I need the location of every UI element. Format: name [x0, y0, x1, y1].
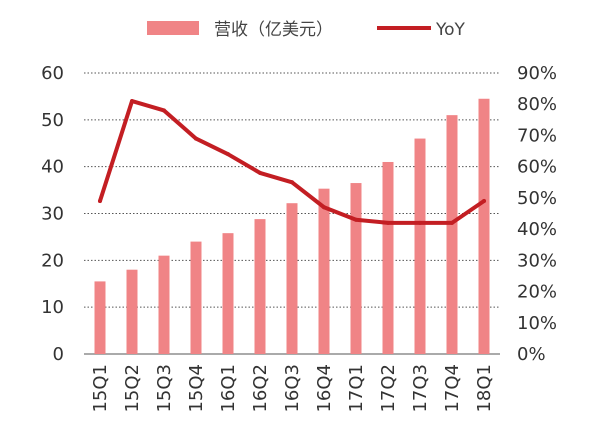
x-axis-ticks: 15Q1 15Q2 15Q3 15Q4 16Q1 16Q2 16Q3 16Q4 17Q1 17Q2… — [90, 364, 495, 413]
left-tick-10: 10 — [41, 297, 64, 318]
right-tick-10%: 10% — [517, 313, 557, 334]
bar-15Q1 — [94, 281, 106, 354]
yoy-point-15Q3 — [162, 108, 166, 113]
yoy-line-series — [98, 99, 486, 225]
yoy-point-16Q4 — [322, 205, 326, 210]
x-tick-16Q4: 16Q4 — [314, 364, 335, 413]
revenue-bars — [94, 98, 490, 355]
yoy-point-17Q3 — [418, 220, 422, 225]
legend-bar-label: 营收（亿美元） — [214, 20, 333, 40]
yoy-point-17Q2 — [386, 220, 390, 225]
x-tick-15Q4: 15Q4 — [186, 364, 207, 413]
bar-17Q2 — [382, 161, 394, 354]
x-tick-15Q3: 15Q3 — [154, 364, 175, 413]
legend-bar-swatch — [147, 21, 199, 35]
right-tick-60%: 60% — [517, 157, 557, 178]
yoy-point-16Q2 — [258, 170, 262, 175]
x-tick-17Q1: 17Q1 — [346, 364, 367, 413]
bar-16Q1 — [222, 233, 234, 354]
right-tick-20%: 20% — [517, 282, 557, 303]
bar-17Q4 — [446, 115, 458, 355]
left-tick-50: 50 — [41, 110, 64, 131]
yoy-point-15Q4 — [194, 136, 198, 141]
left-axis-ticks: 0 10 20 30 40 50 60 — [41, 63, 64, 365]
yoy-point-17Q1 — [354, 217, 358, 222]
yoy-point-18Q1 — [482, 199, 486, 204]
right-tick-80%: 80% — [517, 94, 557, 115]
bar-16Q2 — [254, 219, 266, 354]
right-tick-0%: 0% — [517, 344, 546, 365]
yoy-point-15Q1 — [98, 199, 102, 204]
left-tick-60: 60 — [41, 63, 64, 84]
bar-15Q3 — [158, 255, 170, 354]
left-tick-30: 30 — [41, 204, 64, 225]
bar-18Q1 — [478, 98, 490, 354]
yoy-point-16Q1 — [226, 152, 230, 157]
legend-line-label: YoY — [435, 20, 466, 40]
left-tick-40: 40 — [41, 157, 64, 178]
x-tick-15Q1: 15Q1 — [90, 364, 111, 413]
x-tick-17Q4: 17Q4 — [442, 364, 463, 413]
x-tick-16Q2: 16Q2 — [250, 364, 271, 413]
bar-16Q4 — [318, 188, 330, 354]
yoy-point-17Q4 — [450, 220, 454, 225]
bar-15Q4 — [190, 241, 202, 354]
x-tick-16Q3: 16Q3 — [282, 364, 303, 413]
legend: 营收（亿美元） YoY — [147, 20, 466, 40]
bar-15Q2 — [126, 269, 138, 354]
bar-17Q1 — [350, 183, 362, 354]
x-tick-18Q1: 18Q1 — [474, 364, 495, 413]
x-tick-17Q2: 17Q2 — [378, 364, 399, 413]
left-tick-20: 20 — [41, 250, 64, 271]
bar-16Q3 — [286, 203, 298, 354]
right-tick-90%: 90% — [517, 63, 557, 84]
x-tick-17Q3: 17Q3 — [410, 364, 431, 413]
right-tick-50%: 50% — [517, 188, 557, 209]
right-tick-30%: 30% — [517, 250, 557, 271]
yoy-point-15Q2 — [130, 99, 134, 104]
right-tick-40%: 40% — [517, 219, 557, 240]
x-tick-16Q1: 16Q1 — [218, 364, 239, 413]
yoy-point-16Q3 — [290, 180, 294, 185]
left-tick-0: 0 — [53, 344, 64, 365]
x-tick-15Q2: 15Q2 — [122, 364, 143, 413]
right-axis-ticks: 0% 10% 20% 30% 40% 50% 60% 70% 80% 90% — [517, 63, 557, 365]
bar-17Q3 — [414, 138, 426, 354]
right-tick-70%: 70% — [517, 125, 557, 146]
